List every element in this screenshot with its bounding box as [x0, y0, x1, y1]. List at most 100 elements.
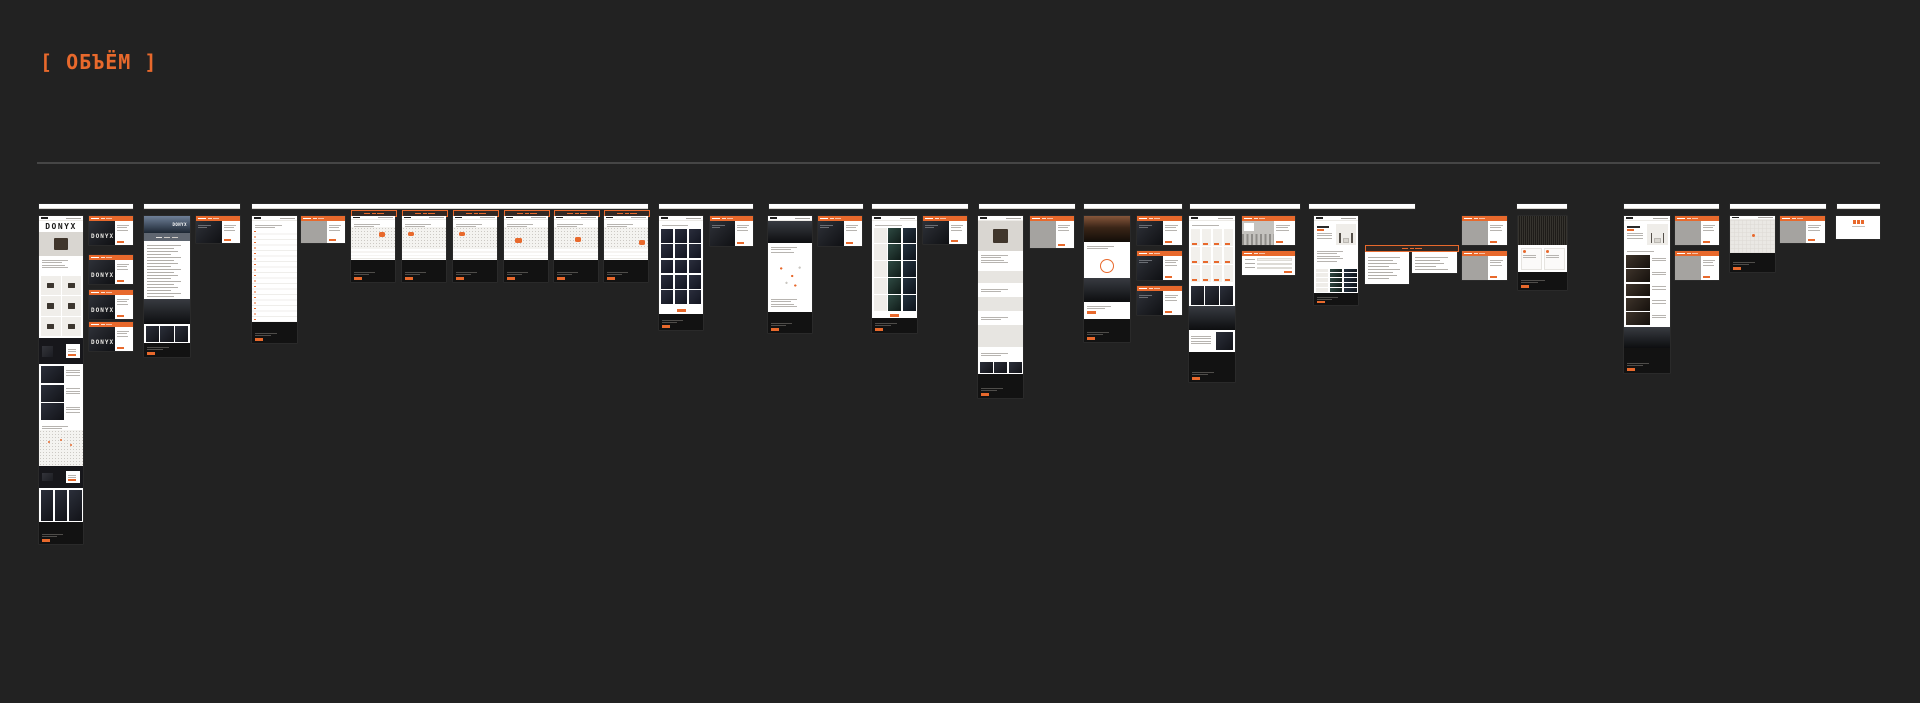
frame-where-to-buy-page-4[interactable]	[351, 216, 395, 282]
frame-error-404-card404-1[interactable]	[1836, 216, 1880, 239]
frame-brand-page-modal-2[interactable]	[196, 216, 240, 243]
frame-brand-page-strip-0[interactable]	[144, 204, 240, 209]
info-card	[1543, 247, 1565, 270]
frame-home-modal-3[interactable]: DONYX	[89, 255, 133, 284]
frame-product-ap-modal-2[interactable]	[1675, 216, 1719, 245]
frame-article-strip-0[interactable]	[769, 204, 863, 209]
catalog-row	[873, 227, 916, 243]
board-title: [ ОБЪЁМ ]	[40, 50, 158, 74]
title-text-marks	[1473, 217, 1478, 220]
dialog-panel	[1700, 256, 1719, 280]
frame-career-strip-0[interactable]	[1517, 204, 1567, 209]
frame-article-modal-2[interactable]	[818, 216, 862, 246]
frame-news-modal-2[interactable]	[710, 216, 753, 246]
frame-where-to-buy-strip-0[interactable]	[252, 204, 648, 209]
frame-product-router-page-1[interactable]	[1314, 216, 1358, 305]
frame-support-modal-2[interactable]	[1242, 216, 1295, 245]
frame-product-ap-strip-0[interactable]	[1624, 204, 1719, 209]
title-text-marks	[1692, 217, 1698, 220]
form-row	[1245, 266, 1292, 270]
frame-home-strip-0[interactable]	[39, 204, 133, 209]
frame-news-strip-0[interactable]	[659, 204, 753, 209]
cta-button-shape	[68, 353, 77, 357]
frame-where-to-buy-page-10[interactable]	[504, 216, 548, 282]
frame-where-to-buy-page-14[interactable]	[604, 216, 648, 282]
doc-card	[1212, 247, 1223, 264]
frame-error-404-strip-0[interactable]	[1837, 204, 1880, 209]
frame-where-to-buy-modal-2[interactable]	[301, 216, 345, 243]
cta-button-shape	[328, 238, 336, 241]
frame-company-modal-4[interactable]	[1137, 286, 1182, 315]
frame-product-detail-modal-2[interactable]	[1030, 216, 1074, 248]
frame-support-strip-0[interactable]	[1190, 204, 1300, 209]
modal-body	[710, 221, 753, 246]
frame-dialogs-modal-0[interactable]	[1462, 216, 1507, 245]
text-line	[147, 248, 175, 249]
frame-where-to-buy-page-6[interactable]	[402, 216, 446, 282]
download-button-shape	[1202, 278, 1209, 281]
frame-product-ap-modal-3[interactable]	[1675, 251, 1719, 280]
product-photo-box	[1336, 223, 1356, 245]
frame-catalog-modal-2[interactable]	[923, 216, 967, 244]
text-line	[147, 275, 179, 276]
frame-brand-page-page-1[interactable]: DONYX	[144, 216, 190, 357]
frame-career-page-1[interactable]	[1518, 216, 1567, 290]
frame-home-page-1[interactable]: DONYX	[39, 216, 83, 544]
frame-product-router-panel-4[interactable]	[1412, 252, 1457, 273]
frame-company-strip-0[interactable]	[1084, 204, 1182, 209]
frame-company-page-1[interactable]	[1084, 216, 1130, 342]
text-line	[223, 227, 234, 228]
title-text-marks	[1464, 217, 1472, 220]
product-photo	[67, 323, 75, 329]
modal-title-bar	[710, 216, 753, 221]
text-line	[42, 428, 62, 429]
frame-home-modal-4[interactable]: DONYX	[89, 290, 133, 319]
frame-article-page-1[interactable]	[768, 216, 812, 333]
frame-product-router-panel-3[interactable]	[1365, 252, 1409, 284]
logo-mark	[254, 217, 261, 219]
frame-support-modal-3[interactable]	[1242, 251, 1295, 275]
frame-catalog-strip-0[interactable]	[872, 204, 968, 209]
frame-name-marks	[1409, 247, 1414, 250]
frame-catalog-page-1[interactable]	[872, 216, 917, 333]
frame-company-modal-2[interactable]	[1137, 216, 1182, 245]
room-photo	[1626, 297, 1650, 311]
menu-links	[1218, 217, 1233, 219]
frame-home-modal-2[interactable]: DONYX	[89, 216, 133, 245]
frame-where-to-buy-page-8[interactable]	[453, 216, 497, 282]
frame-contacts-modal-2[interactable]	[1780, 216, 1825, 243]
frame-product-router-label-2[interactable]	[1365, 245, 1459, 252]
modal-title-bar	[1242, 216, 1295, 221]
text-button-section	[1084, 302, 1130, 319]
frame-contacts-page-1[interactable]	[1730, 216, 1775, 272]
input-field	[1257, 258, 1292, 261]
frame-contacts-strip-0[interactable]	[1730, 204, 1826, 209]
cta-button-shape	[353, 277, 362, 280]
title-text-marks	[106, 323, 112, 326]
text-line	[1165, 259, 1178, 261]
dialog-panel	[1055, 221, 1074, 248]
frame-where-to-buy-page-1[interactable]	[252, 216, 297, 343]
frame-company-modal-3[interactable]	[1137, 251, 1182, 280]
frame-product-detail-strip-0[interactable]	[979, 204, 1075, 209]
frame-dialogs-modal-1[interactable]	[1462, 251, 1507, 280]
frame-product-router-strip-0[interactable]	[1309, 204, 1415, 209]
text-section	[768, 295, 812, 312]
dimmed-page-screenshot	[923, 221, 949, 244]
modal-title-bar	[1462, 216, 1507, 221]
dimmed-page-screenshot	[710, 221, 735, 246]
frame-where-to-buy-page-12[interactable]	[554, 216, 598, 282]
frame-news-page-1[interactable]	[659, 216, 703, 330]
frame-support-page-1[interactable]	[1189, 216, 1235, 382]
frame-name-marks	[580, 212, 587, 215]
frame-product-detail-page-1[interactable]	[978, 216, 1023, 398]
text-line	[1415, 265, 1437, 267]
menu-links	[1006, 217, 1021, 219]
text-section	[1624, 247, 1670, 253]
frame-product-ap-page-1[interactable]	[1624, 216, 1670, 373]
product-card	[873, 227, 887, 243]
strip-content	[1837, 208, 1880, 209]
title-text-marks	[207, 217, 212, 220]
frame-home-modal-5[interactable]: DONYX	[89, 322, 133, 351]
